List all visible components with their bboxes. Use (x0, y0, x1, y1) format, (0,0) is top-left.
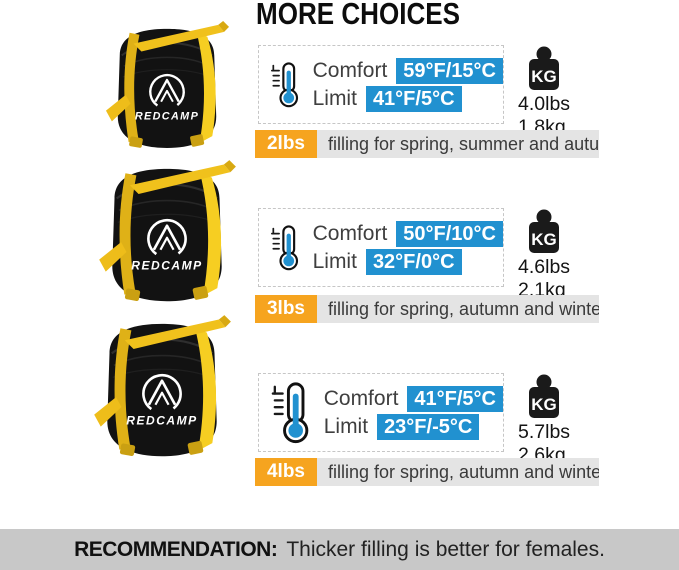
fill-description: filling for spring, autumn and winter. (317, 458, 599, 486)
fill-weight-badge: 2lbs (255, 130, 317, 158)
fill-banner-2: 3lbs filling for spring, autumn and wint… (255, 295, 599, 323)
weight-lbs: 4.0lbs (518, 93, 571, 115)
weight-block-1: KG 4.0lbs 1.8kg (512, 46, 604, 138)
weight-block-2: KG 4.6lbs 2.1kg (512, 209, 604, 301)
comfort-temp-value: 59°F/15°C (396, 57, 503, 84)
weight-lbs: 5.7lbs (518, 421, 571, 443)
fill-weight-badge: 3lbs (255, 295, 317, 323)
fill-banner-3: 4lbs filling for spring, autumn and wint… (255, 458, 599, 486)
kg-weight-icon: KG (529, 209, 559, 253)
thermometer-icon (271, 61, 299, 107)
temperature-panel-1: Comfort 59°F/15°C Limit 41°F/5°C (258, 45, 504, 124)
thermometer-icon (271, 224, 299, 270)
brand-logo-text: REDCAMP (126, 413, 197, 427)
comfort-label: Comfort (312, 221, 388, 245)
limit-temp-value: 32°F/0°C (365, 248, 462, 275)
kg-icon-label: KG (531, 395, 557, 414)
recommendation-text: Thicker filling is better for females. (286, 537, 605, 561)
limit-label: Limit (323, 414, 369, 438)
recommendation-bar: RECOMMENDATION: Thicker filling is bette… (0, 529, 679, 570)
comfort-label: Comfort (312, 58, 388, 82)
temperature-panel-2: Comfort 50°F/10°C Limit 32°F/0°C (258, 208, 504, 287)
temperature-panel-3: Comfort 41°F/5°C Limit 23°F/-5°C (258, 373, 504, 452)
product-image-4lbs-bag: REDCAMP (92, 314, 232, 465)
fill-banner-1: 2lbs filling for spring, summer and autu… (255, 130, 599, 158)
product-image-3lbs-bag: REDCAMP (97, 159, 237, 310)
fill-description: filling for spring, autumn and winter. (317, 295, 599, 323)
comfort-label: Comfort (323, 386, 399, 410)
page-title: MORE CHOICES (256, 0, 461, 31)
limit-temp-value: 41°F/5°C (365, 85, 462, 112)
brand-logo-text: REDCAMP (135, 110, 199, 122)
weight-lbs: 4.6lbs (518, 256, 571, 278)
kg-icon-label: KG (531, 67, 557, 86)
kg-weight-icon: KG (529, 46, 559, 90)
brand-logo-text: REDCAMP (131, 258, 202, 272)
recommendation-heading: RECOMMENDATION: (74, 537, 278, 561)
comfort-temp-value: 41°F/5°C (407, 385, 503, 412)
fill-weight-badge: 4lbs (255, 458, 317, 486)
kg-weight-icon: KG (529, 374, 559, 418)
thermometer-icon (271, 381, 309, 443)
product-image-2lbs-bag: REDCAMP (104, 20, 230, 156)
limit-label: Limit (312, 249, 357, 273)
limit-temp-value: 23°F/-5°C (377, 413, 480, 440)
fill-description: filling for spring, summer and autumn . (317, 130, 599, 158)
weight-block-3: KG 5.7lbs 2.6kg (512, 374, 604, 466)
limit-label: Limit (312, 86, 357, 110)
comfort-temp-value: 50°F/10°C (396, 220, 503, 247)
kg-icon-label: KG (531, 230, 557, 249)
